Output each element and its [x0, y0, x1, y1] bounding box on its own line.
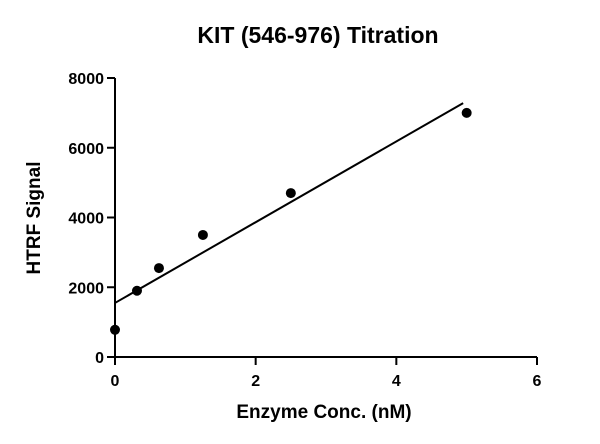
x-tick-label: 6	[533, 373, 542, 390]
y-axis-label: HTRF Signal	[24, 162, 45, 275]
x-ticks: 0 2 4 6	[111, 357, 542, 390]
data-point	[110, 324, 120, 335]
y-ticks: 0 2000 4000 6000 8000	[68, 71, 115, 367]
y-tick-label: 8000	[68, 71, 104, 88]
x-tick-label: 4	[392, 373, 401, 390]
x-tick-label: 2	[251, 373, 260, 390]
axes	[114, 78, 537, 358]
y-tick-label: 6000	[68, 141, 104, 158]
chart-title: KIT (546-976) Titration	[197, 22, 438, 48]
y-tick-label: 2000	[68, 280, 104, 297]
data-point	[153, 263, 164, 274]
x-tick-label: 0	[111, 373, 120, 390]
data-point	[461, 107, 472, 118]
y-tick-label: 4000	[68, 211, 104, 228]
x-axis-label: Enzyme Conc. (nM)	[236, 402, 411, 423]
data-point	[285, 188, 296, 199]
data-points	[110, 107, 472, 335]
data-point	[197, 229, 208, 240]
fit-line	[114, 102, 464, 304]
data-point	[131, 285, 142, 296]
y-tick-label: 0	[95, 350, 104, 367]
